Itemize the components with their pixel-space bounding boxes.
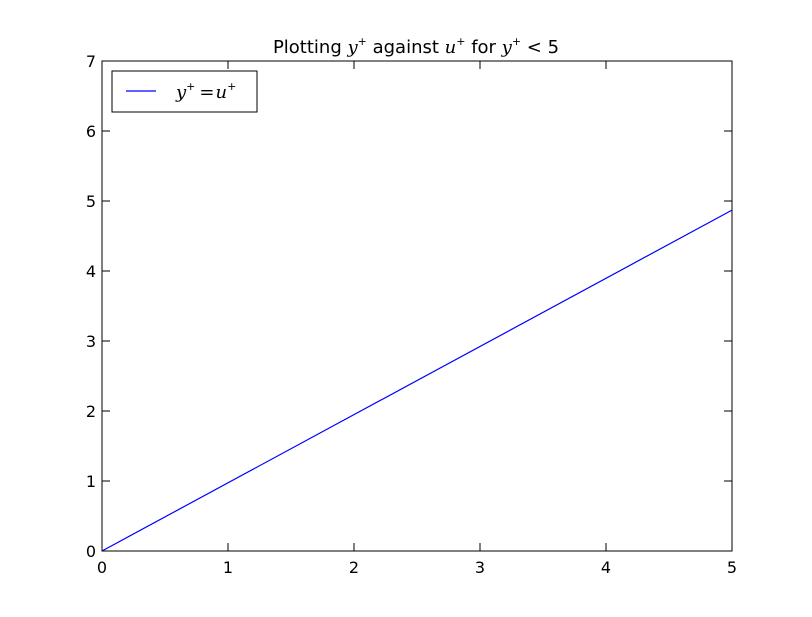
title-sup: + bbox=[512, 35, 521, 48]
y-tick-label: 4 bbox=[86, 262, 96, 281]
plot-area-frame bbox=[101, 60, 733, 552]
title-lead: Plotting bbox=[273, 37, 348, 58]
y-tick-label: 5 bbox=[86, 192, 96, 211]
title-var-y: y bbox=[346, 37, 358, 58]
x-tick-label: 2 bbox=[349, 558, 359, 577]
title-tail: < 5 bbox=[521, 37, 559, 58]
title-mid: for bbox=[465, 37, 501, 58]
legend-equals: = bbox=[199, 82, 214, 103]
x-tick-label: 5 bbox=[727, 558, 737, 577]
y-tick-label: 3 bbox=[86, 332, 96, 351]
y-tick-label: 0 bbox=[86, 542, 96, 561]
legend-rhs-sup: + bbox=[227, 80, 236, 93]
series-layer bbox=[101, 209, 733, 552]
x-tick-label: 4 bbox=[601, 558, 611, 577]
series-line-0 bbox=[101, 209, 733, 552]
legend-rhs: u bbox=[215, 82, 227, 103]
axis-ticks: 0 1 2 3 4 5 0 1 2 3 4 5 6 7 bbox=[86, 52, 737, 577]
y-tick-label: 6 bbox=[86, 122, 96, 141]
y-tick-label: 1 bbox=[86, 472, 96, 491]
x-tick-label: 0 bbox=[97, 558, 107, 577]
y-tick-label: 7 bbox=[86, 52, 96, 71]
title-var-y: y bbox=[501, 37, 513, 58]
y-tick-label: 2 bbox=[86, 402, 96, 421]
title-sup: + bbox=[358, 35, 367, 48]
title-var-u: u bbox=[445, 37, 457, 58]
title-sup: + bbox=[456, 35, 465, 48]
legend: y+ =u+ bbox=[111, 70, 258, 113]
legend-label: y+ =u+ bbox=[175, 80, 236, 103]
legend-lhs: y bbox=[175, 82, 187, 103]
title-mid: against bbox=[367, 37, 445, 58]
x-tick-label: 1 bbox=[223, 558, 233, 577]
legend-lhs-sup: + bbox=[186, 80, 195, 93]
chart-title: Plotting y+ against u+ for y+ < 5 bbox=[273, 35, 559, 58]
x-tick-label: 3 bbox=[475, 558, 485, 577]
